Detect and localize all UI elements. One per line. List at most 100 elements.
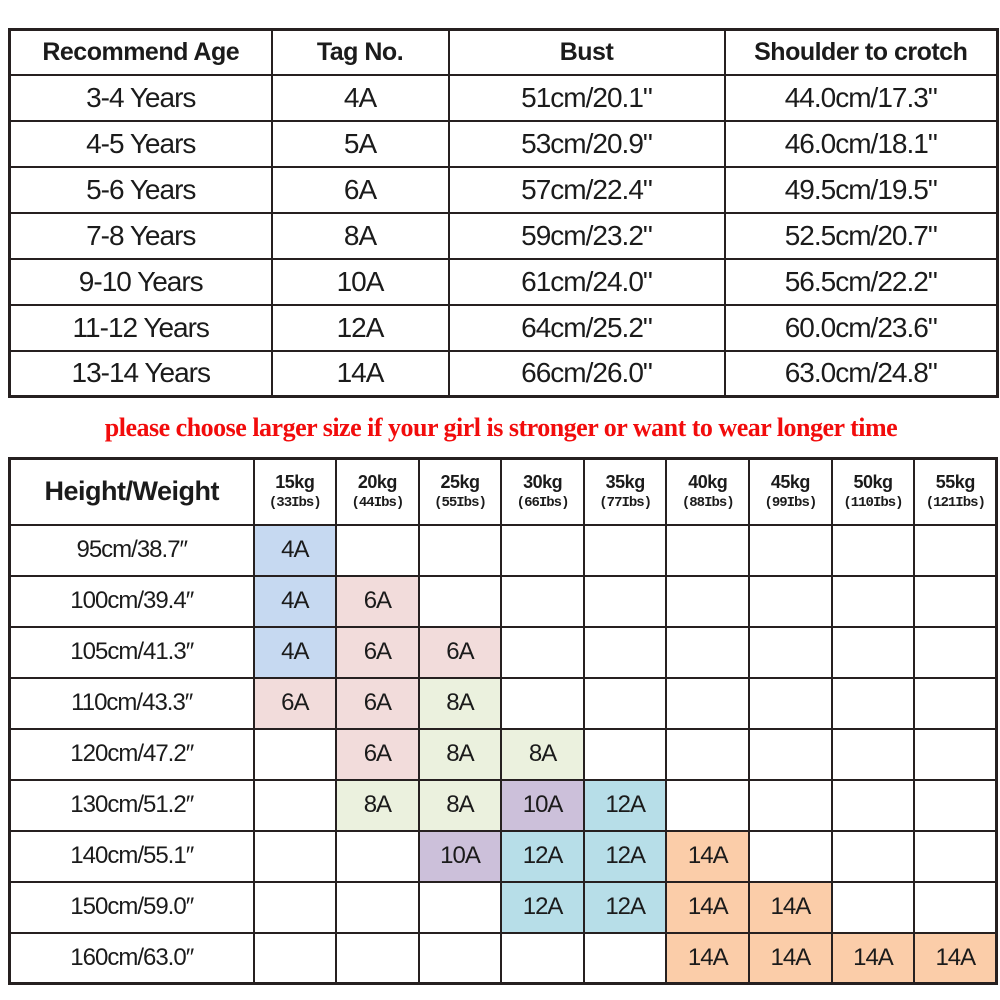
fit-tag-cell: 12A [582, 829, 668, 883]
tag-no-cell: 12A [270, 303, 450, 352]
fit-empty-cell [500, 625, 585, 679]
weight-lbs-label: (77Ibs) [599, 495, 652, 512]
size-table-row: 11-12 Years 12A 64cm/25.2" 60.0cm/23.6" [8, 303, 999, 352]
size-table-row: 4-5 Years 5A 53cm/20.9" 46.0cm/18.1" [8, 119, 999, 168]
bust-cell: 57cm/22.4" [447, 165, 726, 214]
weight-header-cell: 50kg (110Ibs) [830, 457, 916, 526]
size-table-row: 5-6 Years 6A 57cm/22.4" 49.5cm/19.5" [8, 165, 999, 214]
fit-empty-cell [335, 931, 420, 985]
fit-empty-cell [665, 778, 751, 832]
size-header-cell: Bust [447, 28, 726, 76]
fit-empty-cell [748, 829, 833, 883]
age-cell: 11-12 Years [8, 303, 273, 352]
fit-table-row: 130cm/51.2″ 8A 8A 10A 12A [8, 778, 998, 832]
height-cell: 95cm/38.7″ [8, 523, 255, 577]
fit-empty-cell [913, 727, 998, 781]
fit-table-row: 95cm/38.7″ 4A [8, 523, 998, 577]
fit-empty-cell [748, 676, 833, 730]
fit-table-row: 100cm/39.4″ 4A 6A [8, 574, 998, 628]
size-table-row: 13-14 Years 14A 66cm/26.0" 63.0cm/24.8" [8, 349, 999, 398]
fit-table-row: 110cm/43.3″ 6A 6A 8A [8, 676, 998, 730]
fit-empty-cell [913, 574, 998, 628]
shoulder-to-crotch-cell: 52.5cm/20.7" [723, 211, 999, 260]
tag-no-cell: 8A [270, 211, 450, 260]
fit-empty-cell [500, 574, 585, 628]
weight-header-cell: 35kg (77Ibs) [582, 457, 668, 526]
fit-empty-cell [252, 727, 338, 781]
height-cell: 160cm/63.0″ [8, 931, 255, 985]
size-chart-table: Recommend Age Tag No. Bust Shoulder to crot… [8, 28, 999, 398]
shoulder-to-crotch-cell: 60.0cm/23.6" [723, 303, 999, 352]
age-cell: 4-5 Years [8, 119, 273, 168]
fit-tag-cell: 10A [500, 778, 585, 832]
weight-lbs-label: (110Ibs) [843, 495, 903, 512]
weight-header-cell: 40kg (88Ibs) [665, 457, 751, 526]
fit-empty-cell [830, 880, 916, 934]
fit-tag-cell: 12A [500, 829, 585, 883]
tag-no-cell: 10A [270, 257, 450, 306]
weight-kg-label: 55kg [935, 472, 976, 493]
fit-tag-cell: 12A [500, 880, 585, 934]
height-weight-header: Height/Weight 15kg (33Ibs) 20kg (44Ibs) 25kg (… [8, 457, 998, 526]
size-chart-body: 3-4 Years 4A 51cm/20.1" 44.0cm/17.3" 4-5 Yea… [8, 73, 999, 398]
fit-empty-cell [582, 676, 668, 730]
fit-tag-cell: 6A [335, 676, 420, 730]
fit-table-row: 150cm/59.0″ 12A 12A 14A 14A [8, 880, 998, 934]
fit-empty-cell [830, 829, 916, 883]
fit-empty-cell [665, 727, 751, 781]
size-chart-header-row: Recommend Age Tag No. Bust Shoulder to crot… [8, 28, 999, 76]
fit-tag-cell: 14A [830, 931, 916, 985]
height-cell: 130cm/51.2″ [8, 778, 255, 832]
size-table-row: 9-10 Years 10A 61cm/24.0" 56.5cm/22.2" [8, 257, 999, 306]
fit-empty-cell [252, 931, 338, 985]
fit-empty-cell [417, 880, 503, 934]
fit-empty-cell [665, 574, 751, 628]
size-header-cell: Recommend Age [8, 28, 273, 76]
shoulder-to-crotch-cell: 46.0cm/18.1" [723, 119, 999, 168]
age-cell: 7-8 Years [8, 211, 273, 260]
height-cell: 140cm/55.1″ [8, 829, 255, 883]
height-weight-table: Height/Weight 15kg (33Ibs) 20kg (44Ibs) 25kg (… [8, 457, 999, 985]
fit-empty-cell [335, 880, 420, 934]
age-cell: 3-4 Years [8, 73, 273, 122]
weight-header-cell: 25kg (55Ibs) [417, 457, 503, 526]
weight-lbs-label: (99Ibs) [764, 495, 817, 512]
fit-tag-cell: 14A [748, 880, 833, 934]
fit-empty-cell [582, 574, 668, 628]
size-advice-note: please choose larger size if your girl i… [104, 412, 898, 442]
fit-empty-cell [830, 727, 916, 781]
fit-tag-cell: 14A [665, 931, 751, 985]
weight-kg-label: 20kg [357, 472, 398, 493]
fit-empty-cell [830, 625, 916, 679]
tag-no-cell: 6A [270, 165, 450, 214]
fit-empty-cell [665, 523, 751, 577]
fit-tag-cell: 4A [252, 523, 338, 577]
weight-kg-label: 15kg [275, 472, 315, 493]
bust-cell: 53cm/20.9" [447, 119, 726, 168]
fit-tag-cell: 6A [335, 727, 420, 781]
fit-tag-cell: 8A [500, 727, 585, 781]
fit-empty-cell [830, 574, 916, 628]
fit-empty-cell [913, 625, 998, 679]
weight-lbs-label: (121Ibs) [925, 495, 986, 512]
weight-kg-label: 25kg [440, 472, 480, 493]
weight-kg-label: 30kg [523, 472, 563, 493]
height-cell: 100cm/39.4″ [8, 574, 255, 628]
weight-kg-label: 45kg [770, 472, 811, 493]
fit-tag-cell: 14A [665, 880, 751, 934]
fit-empty-cell [500, 931, 585, 985]
weight-lbs-label: (33Ibs) [268, 495, 322, 512]
size-header-cell: Tag No. [270, 28, 450, 76]
size-header-cell: Shoulder to crotch [723, 28, 999, 76]
fit-empty-cell [913, 829, 998, 883]
height-cell: 120cm/47.2″ [8, 727, 255, 781]
fit-tag-cell: 8A [335, 778, 420, 832]
fit-tag-cell: 14A [748, 931, 833, 985]
fit-tag-cell: 10A [417, 829, 503, 883]
fit-empty-cell [748, 778, 833, 832]
fit-tag-cell: 12A [582, 778, 668, 832]
size-table-row: 3-4 Years 4A 51cm/20.1" 44.0cm/17.3" [8, 73, 999, 122]
bust-cell: 66cm/26.0" [447, 349, 726, 398]
weight-lbs-label: (55Ibs) [434, 495, 487, 512]
